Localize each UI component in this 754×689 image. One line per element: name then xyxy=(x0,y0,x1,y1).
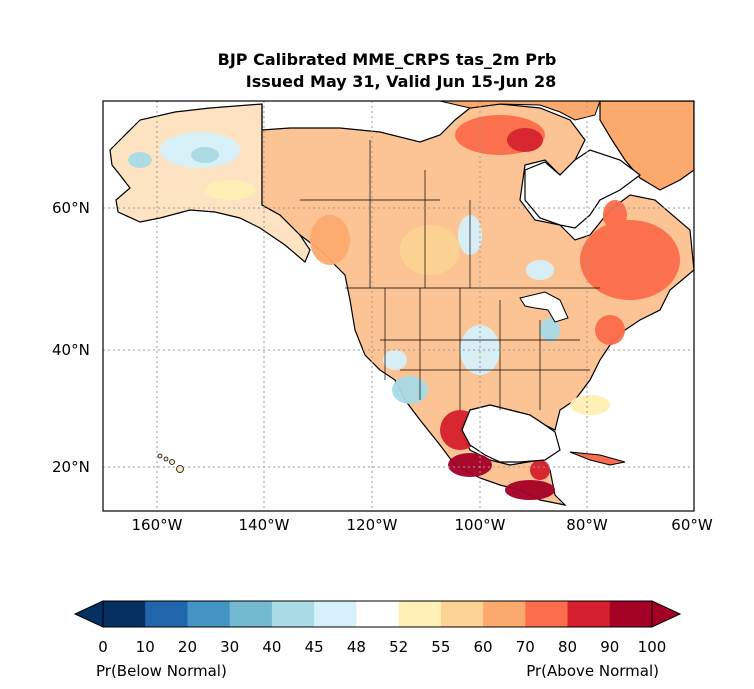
hawaii-islands xyxy=(157,453,184,473)
colorbar-segment xyxy=(145,601,188,627)
colorbar-segment xyxy=(187,601,231,627)
colorbar-segment xyxy=(271,601,315,627)
probability-shading xyxy=(128,115,680,500)
lon-tick-120w: 120°W xyxy=(346,516,398,534)
colorbar-segment xyxy=(103,601,146,627)
colorbar-tick-label: 10 xyxy=(135,638,155,656)
colorbar-right-label: Pr(Above Normal) xyxy=(526,662,659,680)
colorbar-extend-low xyxy=(73,600,104,628)
gulf-of-mexico xyxy=(461,404,561,463)
colorbar-left-label: Pr(Below Normal) xyxy=(96,662,227,680)
greenland-landmass xyxy=(599,101,694,191)
lon-tick-100w: 100°W xyxy=(454,516,506,534)
colorbar-segment xyxy=(398,601,442,627)
lon-tick-60w: 60°W xyxy=(671,516,713,534)
colorbar-tick-label: 55 xyxy=(431,638,451,656)
colorbar-segments xyxy=(73,600,682,628)
colorbar-segment xyxy=(525,601,569,627)
lat-tick-40n: 40°N xyxy=(52,341,90,359)
cuba xyxy=(569,451,626,466)
lat-tick-60n: 60°N xyxy=(52,199,90,217)
colorbar-segment xyxy=(229,601,273,627)
lon-tick-160w: 160°W xyxy=(131,516,183,534)
map-body xyxy=(103,101,694,511)
colorbar-tick-label: 48 xyxy=(346,638,366,656)
colorbar-segment xyxy=(609,601,653,627)
colorbar-tick-label: 40 xyxy=(262,638,282,656)
colorbar-segment xyxy=(567,601,611,627)
colorbar-tick-label: 80 xyxy=(557,638,578,656)
colorbar-segment xyxy=(314,601,357,627)
great-lakes xyxy=(519,291,569,323)
colorbar-tick-label: 20 xyxy=(177,638,197,656)
colorbar-tick-label: 90 xyxy=(600,638,620,656)
lon-tick-80w: 80°W xyxy=(566,516,608,534)
lon-tick-140w: 140°W xyxy=(238,516,290,534)
colorbar-extend-high xyxy=(651,600,682,628)
colorbar-segment xyxy=(483,601,526,627)
alaska-landmass xyxy=(109,103,311,263)
colorbar-tick-label: 100 xyxy=(637,638,667,656)
colorbar-frame xyxy=(102,600,653,628)
colorbar-tick-label: 45 xyxy=(304,638,324,656)
colorbar-tick-label: 60 xyxy=(473,638,493,656)
colorbar-tick-label: 52 xyxy=(389,638,409,656)
colorbar-tick-label: 0 xyxy=(98,638,108,656)
map-title-line2: Issued May 31, Valid Jun 15-Jun 28 xyxy=(245,72,557,91)
colorbar-segment xyxy=(356,601,400,627)
colorbar-segment xyxy=(440,601,484,627)
graticule xyxy=(103,101,694,511)
map-frame xyxy=(102,100,695,512)
lat-tick-20n: 20°N xyxy=(52,458,90,476)
colorbar-tick-label: 70 xyxy=(515,638,535,656)
colorbar-tick-label: 30 xyxy=(220,638,240,656)
map-title-line1: BJP Calibrated MME_CRPS tas_2m Prb xyxy=(217,50,557,69)
political-borders xyxy=(300,140,600,410)
